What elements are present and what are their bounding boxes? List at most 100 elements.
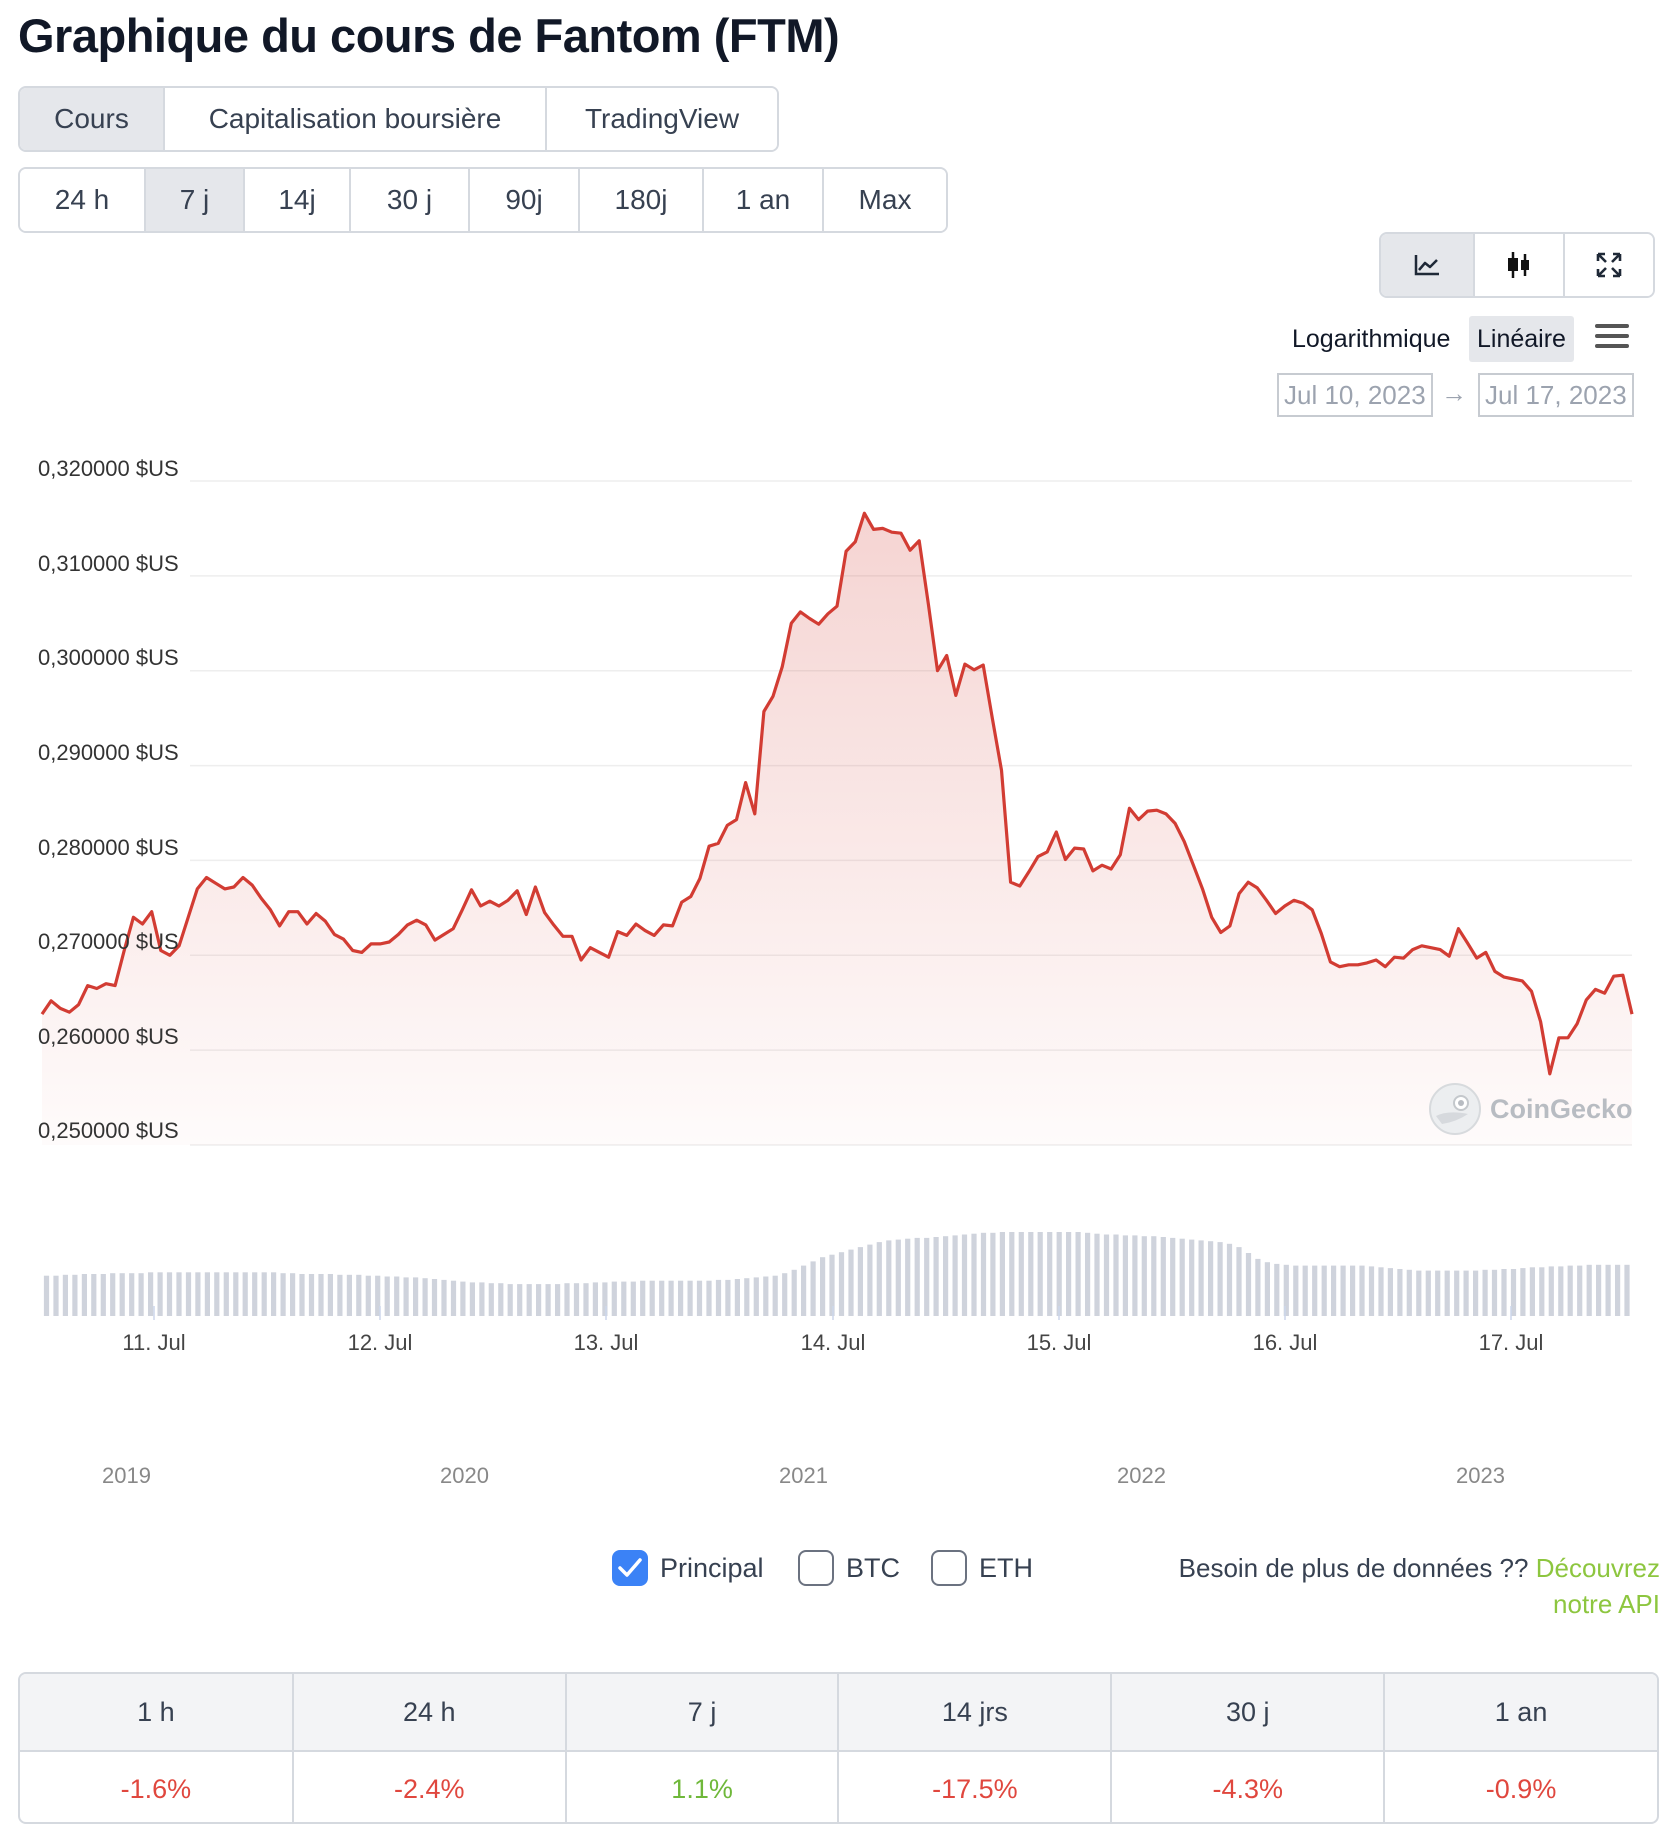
volume-bar [1170, 1237, 1176, 1316]
scale-linear-button[interactable]: Linéaire [1469, 316, 1574, 362]
volume-bar [1028, 1232, 1034, 1316]
range-180d[interactable]: 180j [580, 169, 704, 231]
volume-bar [592, 1282, 598, 1316]
chart-menu-button[interactable] [1594, 322, 1630, 357]
y-tick-label: 0,310000 $US [38, 551, 179, 576]
performance-value: -2.4% [292, 1751, 567, 1822]
line-chart-button[interactable] [1381, 234, 1475, 296]
volume-bar [233, 1272, 239, 1316]
volume-bar [933, 1237, 939, 1316]
volume-bar [1425, 1270, 1431, 1316]
volume-bar [441, 1279, 447, 1316]
volume-bar [72, 1274, 78, 1316]
volume-bar [1444, 1270, 1450, 1316]
scale-log-button[interactable]: Logarithmique [1292, 324, 1451, 353]
volume-bar [555, 1284, 561, 1316]
volume-bar [961, 1234, 968, 1316]
volume-bar [488, 1283, 494, 1316]
volume-bar [744, 1278, 750, 1316]
range-max[interactable]: Max [824, 169, 946, 231]
performance-value: -1.6% [20, 1751, 294, 1822]
volume-bar [1293, 1265, 1299, 1316]
toggle-label: ETH [979, 1552, 1033, 1583]
volume-bar [498, 1283, 504, 1316]
toggle-eth[interactable]: ETH [931, 1550, 1033, 1586]
volume-bar [214, 1272, 220, 1316]
volume-bar [185, 1272, 192, 1316]
range-14d[interactable]: 14j [245, 169, 351, 231]
volume-bar [53, 1275, 59, 1316]
volume-bar [536, 1284, 542, 1316]
volume-bar [621, 1281, 627, 1316]
volume-bar [640, 1280, 646, 1316]
volume-bar [271, 1272, 277, 1316]
volume-bar [1302, 1265, 1308, 1316]
checkbox-checked-icon[interactable] [612, 1550, 648, 1586]
volume-bar [857, 1247, 863, 1316]
volume-bar [1018, 1232, 1024, 1316]
volume-bar [905, 1238, 911, 1316]
volume-bar [1491, 1269, 1498, 1316]
y-tick-label: 0,260000 $US [38, 1024, 179, 1049]
volume-bar [1624, 1264, 1630, 1316]
volume-bar [337, 1274, 343, 1316]
volume-bar [327, 1274, 333, 1316]
volume-bar [526, 1284, 532, 1316]
volume-bar [876, 1242, 882, 1316]
volume-bar [990, 1232, 996, 1316]
volume-bar [413, 1277, 419, 1316]
volume-bar [1160, 1237, 1166, 1316]
volume-bar [1037, 1232, 1043, 1316]
range-1y[interactable]: 1 an [704, 169, 824, 231]
hamburger-menu-icon [1595, 324, 1629, 348]
range-24h[interactable]: 24 h [20, 169, 146, 231]
range-90d[interactable]: 90j [470, 169, 580, 231]
volume-bar [450, 1280, 457, 1316]
price-chart[interactable] [0, 0, 1669, 1380]
toggle-principal[interactable]: Principal [612, 1550, 764, 1586]
price-line [40, 511, 1634, 1076]
volume-bar [110, 1273, 116, 1316]
volume-bar [1520, 1268, 1526, 1316]
volume-bar [460, 1281, 466, 1316]
volume-bar [1577, 1265, 1583, 1316]
volume-bar [91, 1274, 97, 1316]
volume-bar [725, 1279, 731, 1316]
volume-bar [1416, 1270, 1422, 1316]
checkbox-empty-icon[interactable] [931, 1550, 967, 1586]
tab-cours[interactable]: Cours [20, 88, 165, 150]
fullscreen-button[interactable] [1565, 234, 1653, 296]
price-area [42, 513, 1632, 1145]
chart-type-tools [1379, 232, 1655, 298]
tab-market-cap[interactable]: Capitalisation boursière [165, 88, 547, 150]
volume-bar [1009, 1232, 1015, 1316]
checkmark-icon [618, 1558, 642, 1577]
volume-bar [734, 1279, 740, 1316]
performance-header: 1 h [20, 1674, 294, 1752]
volume-bar [1529, 1267, 1535, 1316]
date-to-input[interactable]: Jul 17, 2023 [1478, 373, 1634, 417]
volume-bar [1406, 1269, 1412, 1316]
tab-tradingview[interactable]: TradingView [547, 88, 777, 150]
volume-bar [346, 1274, 352, 1316]
range-30d[interactable]: 30 j [351, 169, 470, 231]
api-link[interactable]: Découvrez [1535, 1553, 1660, 1583]
volume-bar [290, 1273, 296, 1316]
volume-bar [242, 1272, 248, 1316]
line-chart-icon [1414, 255, 1439, 276]
x-tick-label: 15. Jul [1026, 1330, 1092, 1355]
volume-bar [81, 1274, 87, 1316]
date-from-input[interactable]: Jul 10, 2023 [1277, 373, 1433, 417]
range-7d[interactable]: 7 j [146, 169, 245, 231]
toggle-btc[interactable]: BTC [798, 1550, 900, 1586]
api-link[interactable]: notre API [1553, 1589, 1660, 1619]
volume-bar [252, 1272, 258, 1316]
volume-bar [1454, 1270, 1460, 1316]
volume-bar [820, 1257, 826, 1316]
volume-bar [157, 1272, 163, 1316]
volume-bar [611, 1281, 617, 1316]
volume-bar [1312, 1265, 1318, 1316]
checkbox-empty-icon[interactable] [798, 1550, 834, 1586]
candlestick-button[interactable] [1475, 234, 1565, 296]
volume-bar [1340, 1265, 1346, 1316]
